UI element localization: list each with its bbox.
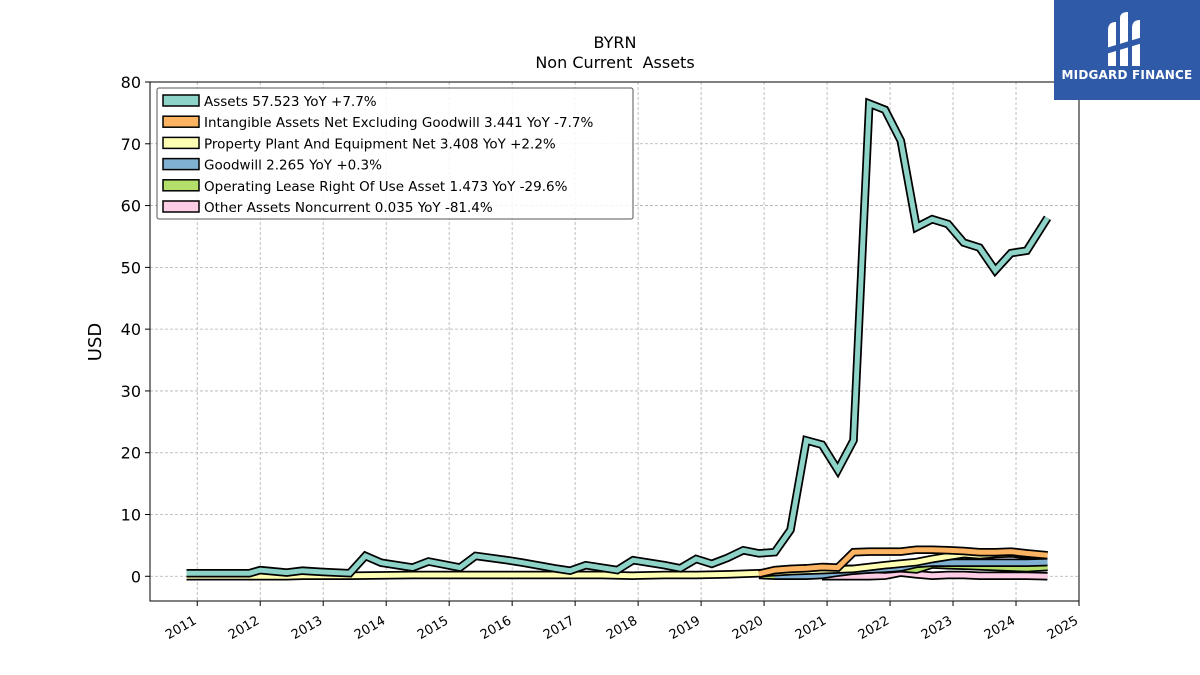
x-tick-label: 2019 — [667, 613, 703, 643]
series-line — [186, 99, 1050, 576]
legend-entry: Goodwill 2.265 YoY +0.3% — [204, 158, 382, 174]
legend: Assets 57.523 YoY +7.7% Intangible Assets… — [156, 87, 634, 220]
legend-swatch — [162, 115, 200, 128]
legend-swatch — [162, 200, 200, 213]
legend-swatch — [162, 157, 200, 171]
y-tick-label: 30 — [121, 382, 141, 401]
x-tick-label: 2013 — [289, 613, 325, 643]
x-tick-label: 2020 — [730, 613, 766, 643]
x-tick-label: 2024 — [982, 613, 1018, 643]
legend-swatch — [162, 179, 200, 192]
legend-swatch — [162, 136, 200, 150]
brand-name: MIDGARD FINANCE — [1061, 68, 1193, 82]
legend-swatch — [162, 94, 200, 107]
x-tick-label: 2017 — [541, 613, 577, 643]
midgard-logo-icon — [1106, 12, 1146, 66]
y-tick-label: 40 — [121, 320, 141, 339]
x-tick-label: 2025 — [1045, 613, 1081, 643]
x-tick-label: 2015 — [415, 613, 451, 643]
series-line — [758, 547, 1048, 577]
x-tick-label: 2016 — [478, 613, 514, 643]
y-tick-label: 20 — [121, 444, 141, 463]
brand-logo: MIDGARD FINANCE — [1054, 0, 1200, 100]
y-tick-label: 80 — [121, 73, 141, 92]
y-axis-label: USD — [85, 323, 106, 361]
x-tick-label: 2022 — [856, 613, 892, 643]
x-tick-label: 2011 — [163, 613, 199, 643]
series-line — [822, 570, 1048, 579]
x-tick-label: 2023 — [919, 613, 955, 643]
plot-frame — [149, 81, 1080, 602]
chart-subtitle: Non Current Assets — [535, 53, 694, 72]
x-tick-label: 2014 — [352, 613, 388, 643]
x-tick-label: 2018 — [604, 613, 640, 643]
y-tick-label: 50 — [121, 258, 141, 277]
legend-entry: Property Plant And Equipment Net 3.408 Y… — [204, 136, 556, 152]
legend-entry: Assets 57.523 YoY +7.7% — [204, 94, 377, 110]
y-tick-label: 0 — [131, 567, 141, 586]
chart-title: BYRN — [594, 33, 637, 52]
legend-entry: Intangible Assets Net Excluding Goodwill… — [204, 115, 594, 131]
y-tick-label: 60 — [121, 197, 141, 216]
plot-area — [186, 97, 1052, 581]
legend-entry: Operating Lease Right Of Use Asset 1.473… — [204, 179, 568, 195]
y-tick-label: 10 — [121, 506, 141, 525]
y-tick-label: 70 — [121, 135, 141, 154]
legend-box — [156, 87, 634, 220]
legend-entry: Other Assets Noncurrent 0.035 YoY -81.4% — [204, 200, 493, 216]
x-tick-label: 2021 — [793, 613, 829, 643]
x-tick-label: 2012 — [226, 613, 262, 643]
